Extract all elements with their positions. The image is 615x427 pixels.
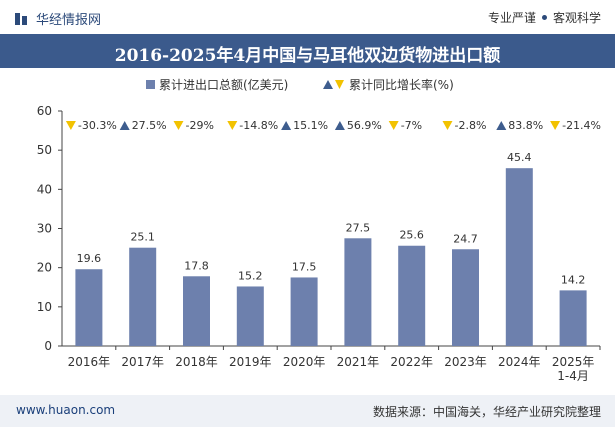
chart-legend: 累计进出口总额(亿美元) 累计同比增长率(%) <box>0 76 615 94</box>
growth-rate-label: -29% <box>186 119 214 132</box>
tagline-left: 专业严谨 <box>487 11 536 25</box>
growth-rate-label: -14.8% <box>239 119 278 132</box>
x-tick-label: 2020年 <box>283 355 326 369</box>
brand: 华经情报网 <box>14 9 101 28</box>
y-tick-label: 10 <box>37 300 52 314</box>
tagline-right: 客观科学 <box>552 11 601 25</box>
growth-down-marker <box>65 121 76 130</box>
bar <box>183 276 210 346</box>
footer-bar: www.huaon.com 数据来源：中国海关，华经产业研究院整理 <box>0 395 615 427</box>
bar <box>398 245 426 346</box>
growth-rate-label: 27.5% <box>132 119 167 132</box>
bar-value-label: 25.1 <box>130 231 155 244</box>
growth-down-marker <box>550 121 561 130</box>
growth-up-marker <box>334 121 345 130</box>
growth-up-marker <box>496 121 507 130</box>
header-bar: 华经情报网 专业严谨 客观科学 <box>0 0 615 34</box>
x-tick-label: 2019年 <box>229 355 272 369</box>
bar-value-label: 17.8 <box>184 259 209 272</box>
brand-logo-icon <box>15 12 27 25</box>
tagline: 专业严谨 客观科学 <box>488 9 601 26</box>
brand-name: 华经情报网 <box>36 13 102 28</box>
growth-rate-label: 15.1% <box>293 119 328 132</box>
y-tick-label: 20 <box>37 261 52 275</box>
bar <box>344 238 372 346</box>
growth-down-marker <box>173 121 184 130</box>
bar-value-label: 15.2 <box>238 269 263 282</box>
legend-item-total: 累计进出口总额(亿美元) <box>146 76 288 93</box>
bar-value-label: 25.6 <box>399 229 424 242</box>
x-tick-label: 2023年 <box>444 355 487 369</box>
separator-dot-icon <box>541 15 547 20</box>
bar-value-label: 19.6 <box>77 252 102 265</box>
growth-up-marker <box>281 121 292 130</box>
y-tick-label: 0 <box>44 339 52 353</box>
bar-value-label: 24.7 <box>453 232 478 245</box>
legend-item-growth: 累计同比增长率(%) <box>323 76 454 93</box>
bar-value-label: 27.5 <box>346 221 371 234</box>
bar-value-label: 14.2 <box>561 273 586 286</box>
title-bar: 2016-2025年4月中国与马耳他双边货物进出口额 <box>0 34 615 68</box>
footer-url: www.huaon.com <box>16 403 116 417</box>
legend-bar-swatch-icon <box>146 80 155 89</box>
x-tick-label: 2021年 <box>337 355 380 369</box>
x-tick-label: 1-4月 <box>557 369 589 383</box>
growth-rate-label: 56.9% <box>347 119 382 132</box>
bar <box>290 277 318 346</box>
x-tick-label: 2024年 <box>498 355 541 369</box>
bar <box>559 290 587 346</box>
x-tick-label: 2016年 <box>68 355 111 369</box>
x-tick-label: 2025年 <box>552 355 595 369</box>
growth-down-marker <box>388 121 399 130</box>
y-tick-label: 40 <box>37 182 52 196</box>
bar-value-label: 45.4 <box>507 151 532 164</box>
bar <box>505 168 533 346</box>
y-tick-label: 60 <box>37 104 52 118</box>
legend-label-growth: 累计同比增长率(%) <box>349 78 454 92</box>
bar <box>452 249 479 346</box>
x-tick-label: 2018年 <box>175 355 218 369</box>
growth-rate-label: -21.4% <box>562 119 601 132</box>
bar <box>236 286 264 346</box>
x-tick-label: 2017年 <box>121 355 164 369</box>
legend-triangle-icon <box>323 80 344 89</box>
growth-up-marker <box>119 121 130 130</box>
bar-value-label: 17.5 <box>292 260 317 273</box>
growth-rate-label: 83.8% <box>508 119 543 132</box>
growth-down-marker <box>442 121 453 130</box>
legend-label-total: 累计进出口总额(亿美元) <box>159 78 289 92</box>
growth-rate-label: -30.3% <box>78 119 117 132</box>
chart-title: 2016-2025年4月中国与马耳他双边货物进出口额 <box>114 46 501 66</box>
y-tick-label: 50 <box>37 143 52 157</box>
bar <box>129 247 157 346</box>
x-tick-label: 2022年 <box>390 355 433 369</box>
growth-rate-label: -2.8% <box>455 119 487 132</box>
y-tick-label: 30 <box>37 222 52 236</box>
growth-rate-label: -7% <box>401 119 422 132</box>
bar-chart: 0 10 20 30 40 50 60 19.6 2016年 -30.3% 25.1 2017年 27.… <box>37 104 601 383</box>
growth-down-marker <box>227 121 238 130</box>
bar <box>75 269 103 346</box>
footer-source: 数据来源：中国海关，华经产业研究院整理 <box>372 405 601 419</box>
